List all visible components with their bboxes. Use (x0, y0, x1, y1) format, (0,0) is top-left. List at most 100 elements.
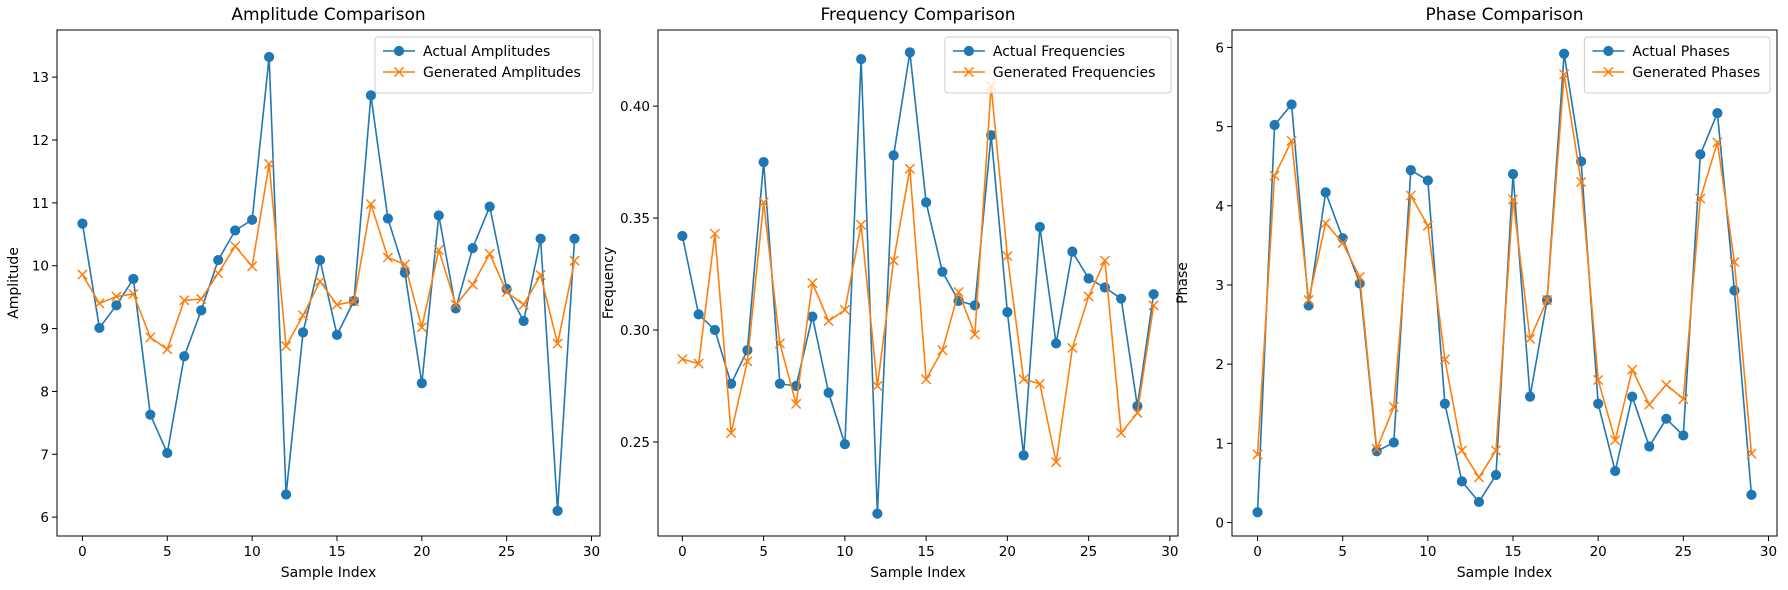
data-point (314, 276, 326, 287)
data-point (823, 315, 834, 327)
x-axis-label: Sample Index (1457, 565, 1552, 581)
data-point (1473, 472, 1485, 483)
data-point (856, 54, 867, 65)
data-point (1067, 342, 1078, 354)
data-point (1148, 300, 1159, 311)
legend: Actual Amplitudes Generated Amplitudes (374, 36, 594, 94)
chart-title: Amplitude Comparison (231, 5, 425, 25)
x-axis-label: Sample Index (870, 565, 965, 581)
data-point (1593, 374, 1604, 386)
legend-label: Generated Phases (1632, 65, 1760, 81)
data-point (1099, 255, 1111, 266)
data-point (230, 241, 241, 252)
y-tick-label: 8 (40, 384, 49, 400)
x-tick-label: 25 (1675, 544, 1692, 560)
data-point (872, 508, 883, 519)
data-point (467, 243, 478, 254)
data-point (1729, 256, 1740, 268)
x-tick-label: 0 (1253, 544, 1262, 560)
x-tick-label: 30 (583, 544, 600, 560)
data-point (280, 341, 292, 352)
data-point (872, 380, 883, 392)
data-point (1746, 448, 1757, 459)
data-point (297, 310, 309, 321)
data-point (1490, 469, 1502, 481)
data-point (1320, 187, 1331, 198)
data-point (1115, 427, 1127, 439)
x-tick-label: 5 (1338, 544, 1347, 560)
y-axis-label: Phase (1175, 262, 1191, 304)
data-point (128, 273, 139, 285)
data-point (1559, 48, 1570, 59)
data-point (111, 300, 122, 311)
y-axis-label: Frequency (601, 247, 617, 319)
data-point (1051, 338, 1062, 349)
legend-box (1583, 36, 1771, 94)
data-point (807, 311, 818, 322)
data-point (1286, 135, 1297, 146)
data-point (365, 90, 377, 101)
data-point (433, 210, 444, 221)
data-point (888, 255, 899, 266)
data-point (77, 269, 88, 280)
data-point (1524, 333, 1536, 344)
data-point (382, 213, 393, 224)
data-point (297, 327, 309, 338)
x-tick-label: 20 (999, 544, 1016, 560)
data-point (1034, 378, 1046, 389)
x-tick-label: 15 (918, 544, 935, 560)
data-point (416, 378, 427, 389)
y-tick-label: 10 (32, 259, 49, 275)
chart-panel-1: 0 5 10 15 20 25 30 6 7 8 9 10 11 12 13 Amplitude Compar… (6, 5, 601, 581)
data-point (535, 270, 546, 281)
data-point (1269, 170, 1280, 181)
data-point (1746, 489, 1757, 500)
series-line-1 (681, 51, 1155, 515)
data-point (1252, 449, 1263, 460)
data-point (758, 156, 769, 168)
data-point (162, 447, 173, 459)
data-point (1405, 165, 1416, 176)
legend-marker (1603, 45, 1614, 57)
legend-marker (393, 66, 405, 78)
data-point (1524, 391, 1536, 402)
data-point (77, 218, 88, 229)
y-tick-label: 6 (40, 510, 49, 526)
legend-marker (963, 66, 975, 78)
data-point (693, 309, 704, 320)
data-point (1337, 237, 1348, 249)
data-point (145, 409, 156, 420)
y-tick-label: 0.35 (620, 211, 650, 227)
data-point (1490, 445, 1502, 456)
y-tick-label: 0.25 (620, 435, 650, 451)
data-point (399, 259, 410, 270)
plot-area-frame (657, 29, 1179, 537)
data-point (1034, 221, 1045, 233)
y-tick-label: 0 (1215, 516, 1224, 532)
data-point (518, 315, 529, 327)
data-point (247, 214, 258, 225)
data-point (969, 329, 981, 340)
data-point (1067, 246, 1078, 257)
series-line-2 (1256, 73, 1753, 479)
legend-label: Actual Frequencies (993, 44, 1125, 60)
data-point (1388, 401, 1399, 413)
data-point (1456, 445, 1468, 456)
data-point (128, 288, 139, 300)
x-tick-label: 25 (1080, 544, 1097, 560)
data-point (162, 344, 173, 355)
data-point (1644, 441, 1655, 452)
data-point (1132, 407, 1143, 418)
data-point (331, 329, 343, 340)
data-point (709, 228, 721, 239)
data-point (1286, 99, 1297, 110)
data-point (1712, 137, 1723, 148)
series-line-1 (1256, 52, 1753, 513)
data-point (569, 233, 580, 244)
legend-label: Actual Phases (1632, 44, 1729, 60)
data-point (742, 356, 753, 367)
data-point (1593, 398, 1604, 409)
data-point (1083, 273, 1094, 284)
data-point (1610, 435, 1621, 446)
data-point (1050, 456, 1062, 468)
